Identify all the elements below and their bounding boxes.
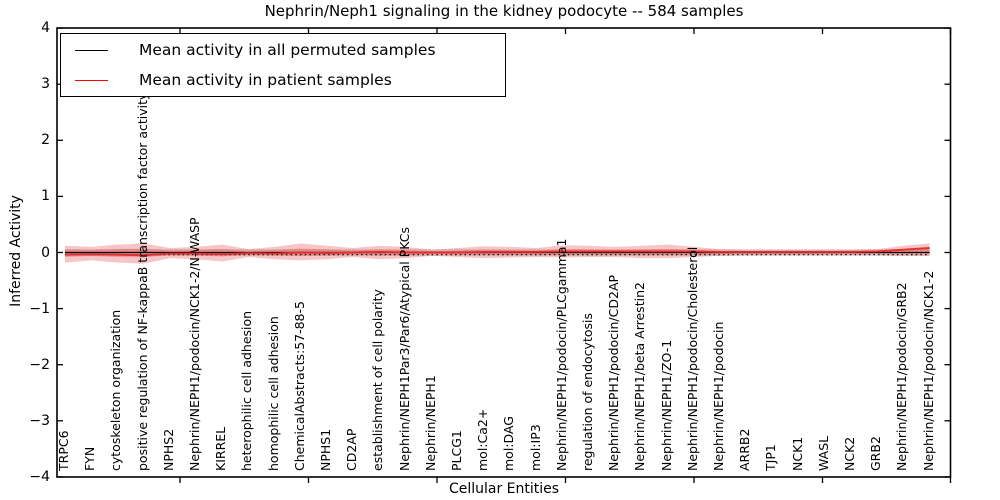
- x-axis-label: WASL: [815, 435, 831, 471]
- x-axis-label: TRPC6: [56, 430, 71, 471]
- x-axis-label: Nephrin/NEPH1/beta Arrestin2: [632, 282, 648, 471]
- x-axis-label: mol:Ca2+: [475, 408, 491, 471]
- x-axis-label: Nephrin/NEPH1/ZO-1: [658, 339, 674, 471]
- x-axis-label: Nephrin/NEPH1/podocin: [711, 321, 726, 471]
- y-tick-label: 2: [41, 132, 50, 149]
- legend-box: Mean activity in all permuted samples Me…: [60, 33, 506, 97]
- x-axis-label: regulation of endocytosis: [580, 313, 595, 471]
- legend-item-permuted: Mean activity in all permuted samples: [61, 36, 505, 64]
- chart-title: Nephrin/Neph1 signaling in the kidney po…: [264, 2, 744, 20]
- x-axis-label: Nephrin/NEPH1/podocin/Cholesterol: [684, 246, 700, 471]
- y-tick-label: −3: [29, 412, 50, 429]
- x-axis-label: Nephrin/NEPH1/podocin/NCK1-2/N-WASP: [187, 217, 202, 471]
- y-tick-label: −1: [29, 300, 50, 317]
- y-tick-label: −2: [29, 356, 50, 373]
- x-axis-label: Cellular Entities: [448, 481, 560, 497]
- legend-item-label: Mean activity in all permuted samples: [139, 41, 436, 59]
- x-axis-label: ChemicalAbstracts:57-88-5: [291, 301, 307, 471]
- black-line-swatch: [75, 49, 108, 51]
- x-axis-label: NPHS2: [160, 428, 176, 471]
- legend-item-patient: Mean activity in patient samples: [61, 66, 505, 94]
- x-axis-label: Nephrin/NEPH1/podocin/CD2AP: [606, 274, 622, 471]
- x-axis-label: mol:IP3: [527, 424, 543, 471]
- x-axis-label: NPHS1: [318, 428, 333, 471]
- x-axis-label: PLCG1: [449, 430, 464, 471]
- x-axis-label: Nephrin/NEPH1/podocin/GRB2: [894, 282, 910, 471]
- x-axis-label: Nephrin/NEPH1/podocin/NCK1-2: [920, 270, 936, 471]
- y-tick-label: 1: [41, 188, 50, 205]
- y-tick-label: 0: [41, 244, 50, 261]
- x-axis-label: CD2AP: [344, 428, 360, 471]
- x-axis-label: TJP1: [763, 444, 779, 471]
- x-axis-label: Nephrin/NEPH1Par3/Par6/Atypical PKCs: [396, 227, 412, 471]
- x-axis-label: positive regulation of NF-kappaB transcr…: [134, 92, 150, 471]
- x-axis-label: cytoskeleton organization: [108, 309, 124, 471]
- x-axis-label: mol:DAG: [501, 416, 517, 471]
- legend-item-label: Mean activity in patient samples: [139, 71, 392, 89]
- y-tick-label: −4: [29, 468, 50, 485]
- x-axis-label: NCK2: [842, 436, 857, 471]
- x-axis-label: ARRB2: [737, 428, 753, 471]
- x-axis-label: FYN: [82, 446, 98, 471]
- x-axis-label: Nephrin/NEPH1/podocin/PLCgamma1: [553, 238, 569, 471]
- x-axis-label: KIRREL: [213, 426, 229, 471]
- red-line-swatch: [75, 79, 108, 81]
- x-axis-label: homophilic cell adhesion: [265, 316, 281, 471]
- x-axis-label: heterophilic cell adhesion: [239, 310, 255, 471]
- x-axis-label: GRB2: [868, 436, 884, 471]
- x-axis-label: establishment of cell polarity: [370, 289, 386, 471]
- y-tick-label: 3: [41, 76, 50, 93]
- x-axis-label: Nephrin/NEPH1: [422, 375, 438, 471]
- y-tick-label: 4: [41, 20, 50, 37]
- x-axis-label: NCK1: [789, 436, 805, 471]
